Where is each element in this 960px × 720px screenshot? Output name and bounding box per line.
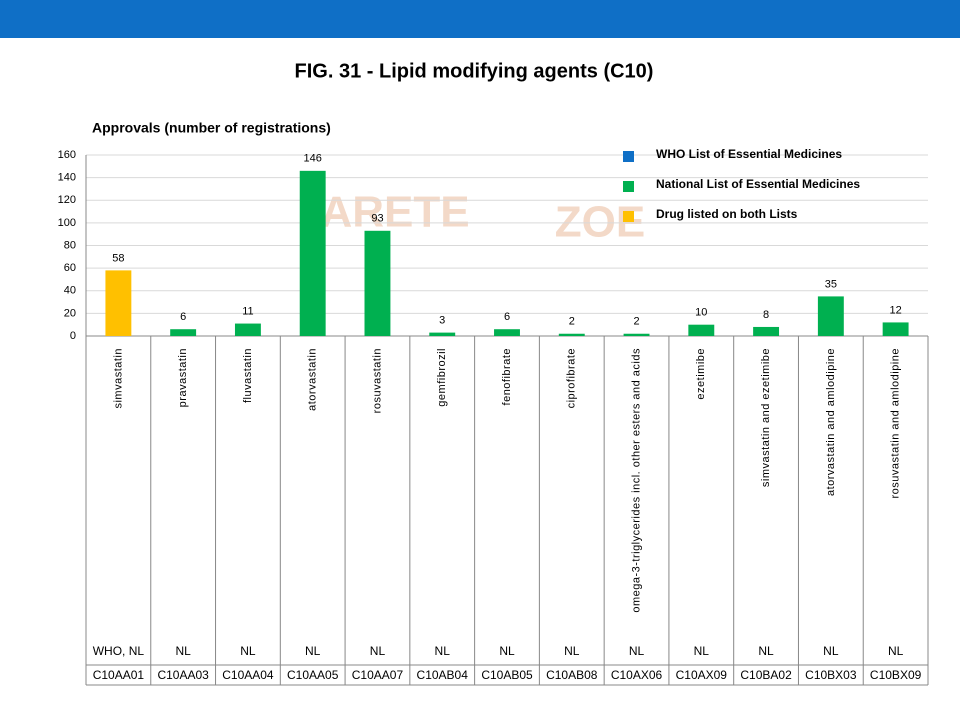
data-label: 2 <box>633 316 639 328</box>
listing-label: NL <box>499 644 515 658</box>
bar <box>364 230 391 336</box>
code-label: C10AB08 <box>546 668 598 682</box>
code-label: C10AA05 <box>287 668 339 682</box>
category-label: fluvastatin <box>242 348 254 403</box>
y-tick-label: 160 <box>58 149 76 161</box>
code-label: C10AA04 <box>222 668 274 682</box>
top-bar <box>0 0 960 38</box>
category-label: ciprofibrate <box>566 348 578 408</box>
listing-label: NL <box>694 644 710 658</box>
bar <box>170 329 197 336</box>
data-label: 12 <box>889 304 901 316</box>
data-label: 3 <box>439 315 445 327</box>
data-label: 146 <box>304 153 322 165</box>
data-label: 2 <box>569 316 575 328</box>
listing-label: NL <box>629 644 645 658</box>
code-label: C10AA07 <box>352 668 404 682</box>
code-label: C10AB05 <box>481 668 533 682</box>
chart-title: FIG. 31 - Lipid modifying agents (C10) <box>295 60 654 82</box>
bar <box>494 329 520 336</box>
bar <box>688 324 715 336</box>
y-tick-label: 20 <box>64 307 76 319</box>
legend-label: WHO List of Essential Medicines <box>656 147 842 161</box>
legend-label: National List of Essential Medicines <box>656 177 860 191</box>
y-tick-label: 40 <box>64 285 76 297</box>
chart-subtitle: Approvals (number of registrations) <box>92 120 331 136</box>
bar <box>429 332 456 336</box>
watermark: ARETE <box>320 188 469 237</box>
category-label: atorvastatin and amlodipine <box>825 348 837 496</box>
code-label: C10AA01 <box>93 668 145 682</box>
bar <box>817 296 844 336</box>
data-label: 6 <box>504 311 510 323</box>
data-label: 93 <box>371 213 383 225</box>
data-label: 58 <box>112 252 124 264</box>
category-label: pravastatin <box>177 348 189 407</box>
category-label: fenofibrate <box>501 348 513 405</box>
code-label: C10AA03 <box>157 668 209 682</box>
legend-swatch <box>623 181 634 192</box>
category-label: atorvastatin <box>307 348 319 411</box>
category-label: simvastatin <box>112 348 124 409</box>
y-tick-label: 140 <box>58 172 76 184</box>
legend-label: Drug listed on both Lists <box>656 207 798 221</box>
listing-label: NL <box>175 644 191 658</box>
watermark: ZOE <box>555 198 645 247</box>
bar <box>299 170 326 336</box>
code-label: C10BX03 <box>805 668 857 682</box>
data-label: 6 <box>180 311 186 323</box>
listing-label: NL <box>370 644 386 658</box>
y-tick-label: 60 <box>64 262 76 274</box>
listing-label: NL <box>564 644 580 658</box>
category-label: rosuvastatin <box>371 348 383 413</box>
listing-label: NL <box>758 644 774 658</box>
bar <box>882 322 909 336</box>
legend-swatch <box>623 151 634 162</box>
bar <box>623 333 650 336</box>
y-tick-label: 0 <box>70 330 76 342</box>
listing-label: NL <box>240 644 256 658</box>
code-label: C10AX09 <box>676 668 728 682</box>
category-label: omega-3-triglycerides incl. other esters… <box>630 348 642 613</box>
listing-label: WHO, NL <box>93 644 145 658</box>
code-label: C10BA02 <box>740 668 792 682</box>
category-label: ezetimibe <box>695 348 707 400</box>
bar <box>753 326 780 336</box>
y-tick-label: 120 <box>58 194 76 206</box>
listing-label: NL <box>888 644 904 658</box>
bar <box>558 333 585 336</box>
listing-label: NL <box>305 644 321 658</box>
data-label: 10 <box>695 307 707 319</box>
legend-swatch <box>623 211 634 222</box>
y-tick-label: 100 <box>58 217 76 229</box>
category-label: simvastatin and ezetimibe <box>760 348 772 487</box>
listing-label: NL <box>435 644 451 658</box>
code-label: C10AX06 <box>611 668 663 682</box>
data-label: 8 <box>763 309 769 321</box>
code-label: C10BX09 <box>870 668 922 682</box>
bar <box>234 323 261 336</box>
bar <box>105 270 132 336</box>
data-label: 35 <box>825 278 837 290</box>
code-label: C10AB04 <box>417 668 469 682</box>
category-label: gemfibrozil <box>436 348 448 407</box>
category-label: rosuvastatin and amlodipine <box>890 348 902 498</box>
data-label: 11 <box>242 305 253 317</box>
listing-label: NL <box>823 644 839 658</box>
y-tick-label: 80 <box>64 239 76 251</box>
